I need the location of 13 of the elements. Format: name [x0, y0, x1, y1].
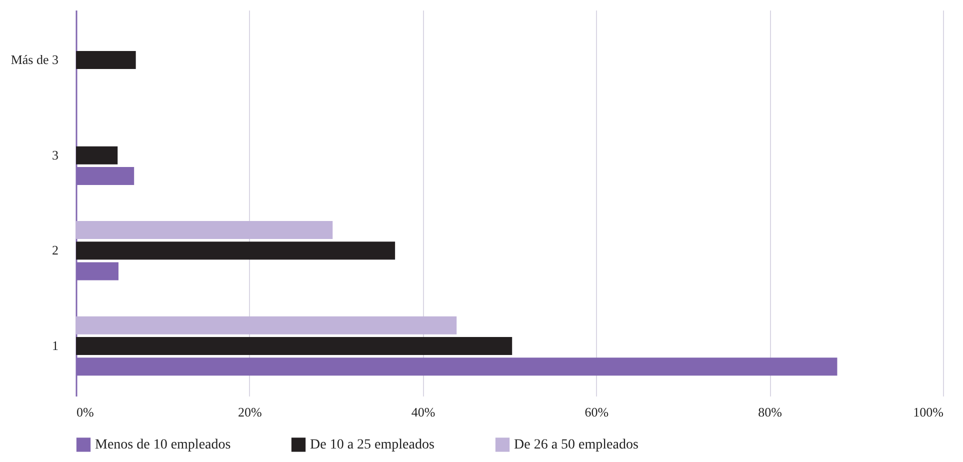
y-tick-label: 2 [52, 242, 58, 258]
x-tick-label: 20% [238, 404, 262, 420]
x-tick-label: 40% [411, 404, 436, 420]
y-tick-label: Más de 3 [10, 52, 58, 68]
x-tick-label: 100% [913, 404, 944, 420]
x-tick-label: 0% [76, 404, 94, 420]
y-tick-label: 1 [52, 338, 58, 353]
y-tick-label: 3 [52, 147, 58, 162]
legend-label: De 26 a 50 empleados [514, 438, 638, 453]
x-tick-label: 80% [758, 404, 782, 420]
x-tick-label: 60% [584, 404, 609, 420]
legend-label: De 10 a 25 empleados [310, 438, 434, 453]
legend-label: Menos de 10 empleados [95, 438, 231, 453]
